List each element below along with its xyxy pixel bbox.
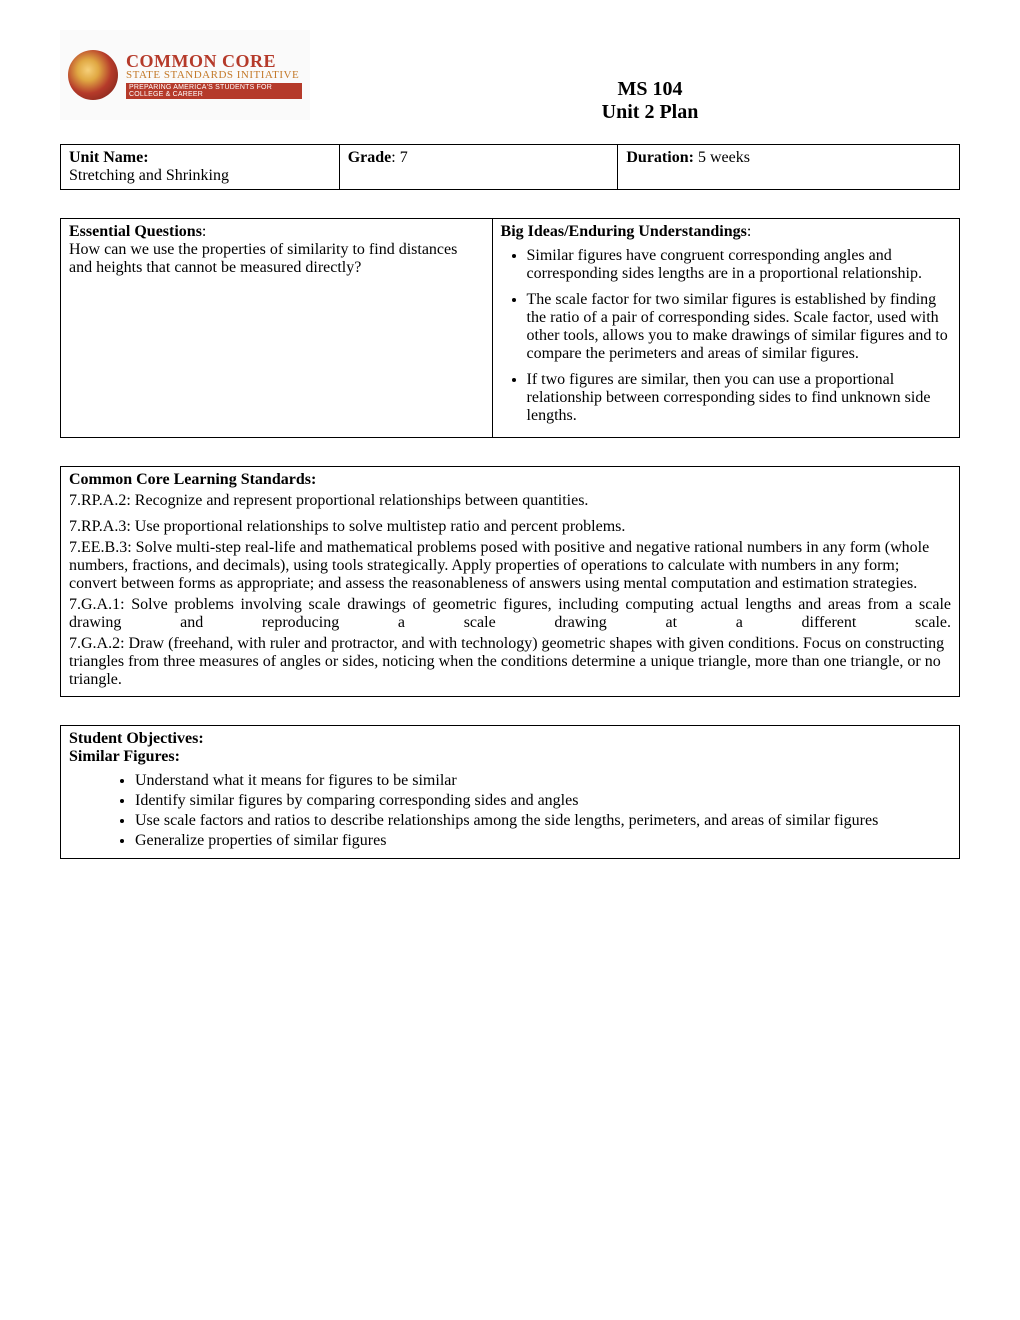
objectives-subheading: Similar Figures: [69,748,951,766]
big-ideas-heading: Big Ideas/Enduring Understandings [501,223,747,240]
eq-heading: Essential Questions [69,223,202,240]
duration-value: 5 weeks [698,149,750,166]
standard-item: 7.EE.B.3: Solve multi-step real-life and… [69,539,951,593]
logo-swirl-icon [68,50,118,100]
unit-name-label: Unit Name: [69,149,149,166]
objective-item: Use scale factors and ratios to describe… [135,812,951,830]
logo-line3: PREPARING AMERICA'S STUDENTS FOR COLLEGE… [126,83,302,99]
eq-text: How can we use the properties of similar… [69,241,457,276]
big-idea-item: The scale factor for two similar figures… [527,291,951,363]
standards-heading: Common Core Learning Standards: [69,471,951,489]
objectives-heading: Student Objectives: [69,730,951,748]
grade-label: Grade [348,149,392,166]
standards-box: Common Core Learning Standards: 7.RP.A.2… [60,466,960,697]
grade-value: 7 [400,149,408,166]
logo-text: COMMON CORE STATE STANDARDS INITIATIVE P… [126,52,302,99]
standard-item: 7.G.A.1: Solve problems involving scale … [69,596,951,632]
eq-bigideas-table: Essential Questions: How can we use the … [60,218,960,438]
standard-item: 7.RP.A.3: Use proportional relationships… [69,518,951,536]
standard-item: 7.RP.A.2: Recognize and represent propor… [69,492,951,510]
objective-item: Identify similar figures by comparing co… [135,792,951,810]
objective-item: Generalize properties of similar figures [135,832,951,850]
common-core-logo: COMMON CORE STATE STANDARDS INITIATIVE P… [60,30,310,120]
page-title: MS 104 Unit 2 Plan [340,78,960,124]
big-idea-item: If two figures are similar, then you can… [527,371,951,425]
plan-title: Unit 2 Plan [340,101,960,124]
objective-item: Understand what it means for figures to … [135,772,951,790]
standard-item: 7.G.A.2: Draw (freehand, with ruler and … [69,635,951,689]
unit-name-value: Stretching and Shrinking [69,167,229,184]
logo-line2: STATE STANDARDS INITIATIVE [126,70,302,81]
duration-label: Duration: [626,149,694,166]
objectives-box: Student Objectives: Similar Figures: Und… [60,725,960,859]
objectives-list: Understand what it means for figures to … [69,772,951,850]
course-title: MS 104 [340,78,960,101]
logo-line1: COMMON CORE [126,52,302,70]
big-idea-item: Similar figures have congruent correspon… [527,247,951,283]
unit-info-table: Unit Name: Stretching and Shrinking Grad… [60,144,960,190]
big-ideas-list: Similar figures have congruent correspon… [501,247,951,425]
header: COMMON CORE STATE STANDARDS INITIATIVE P… [60,30,960,124]
